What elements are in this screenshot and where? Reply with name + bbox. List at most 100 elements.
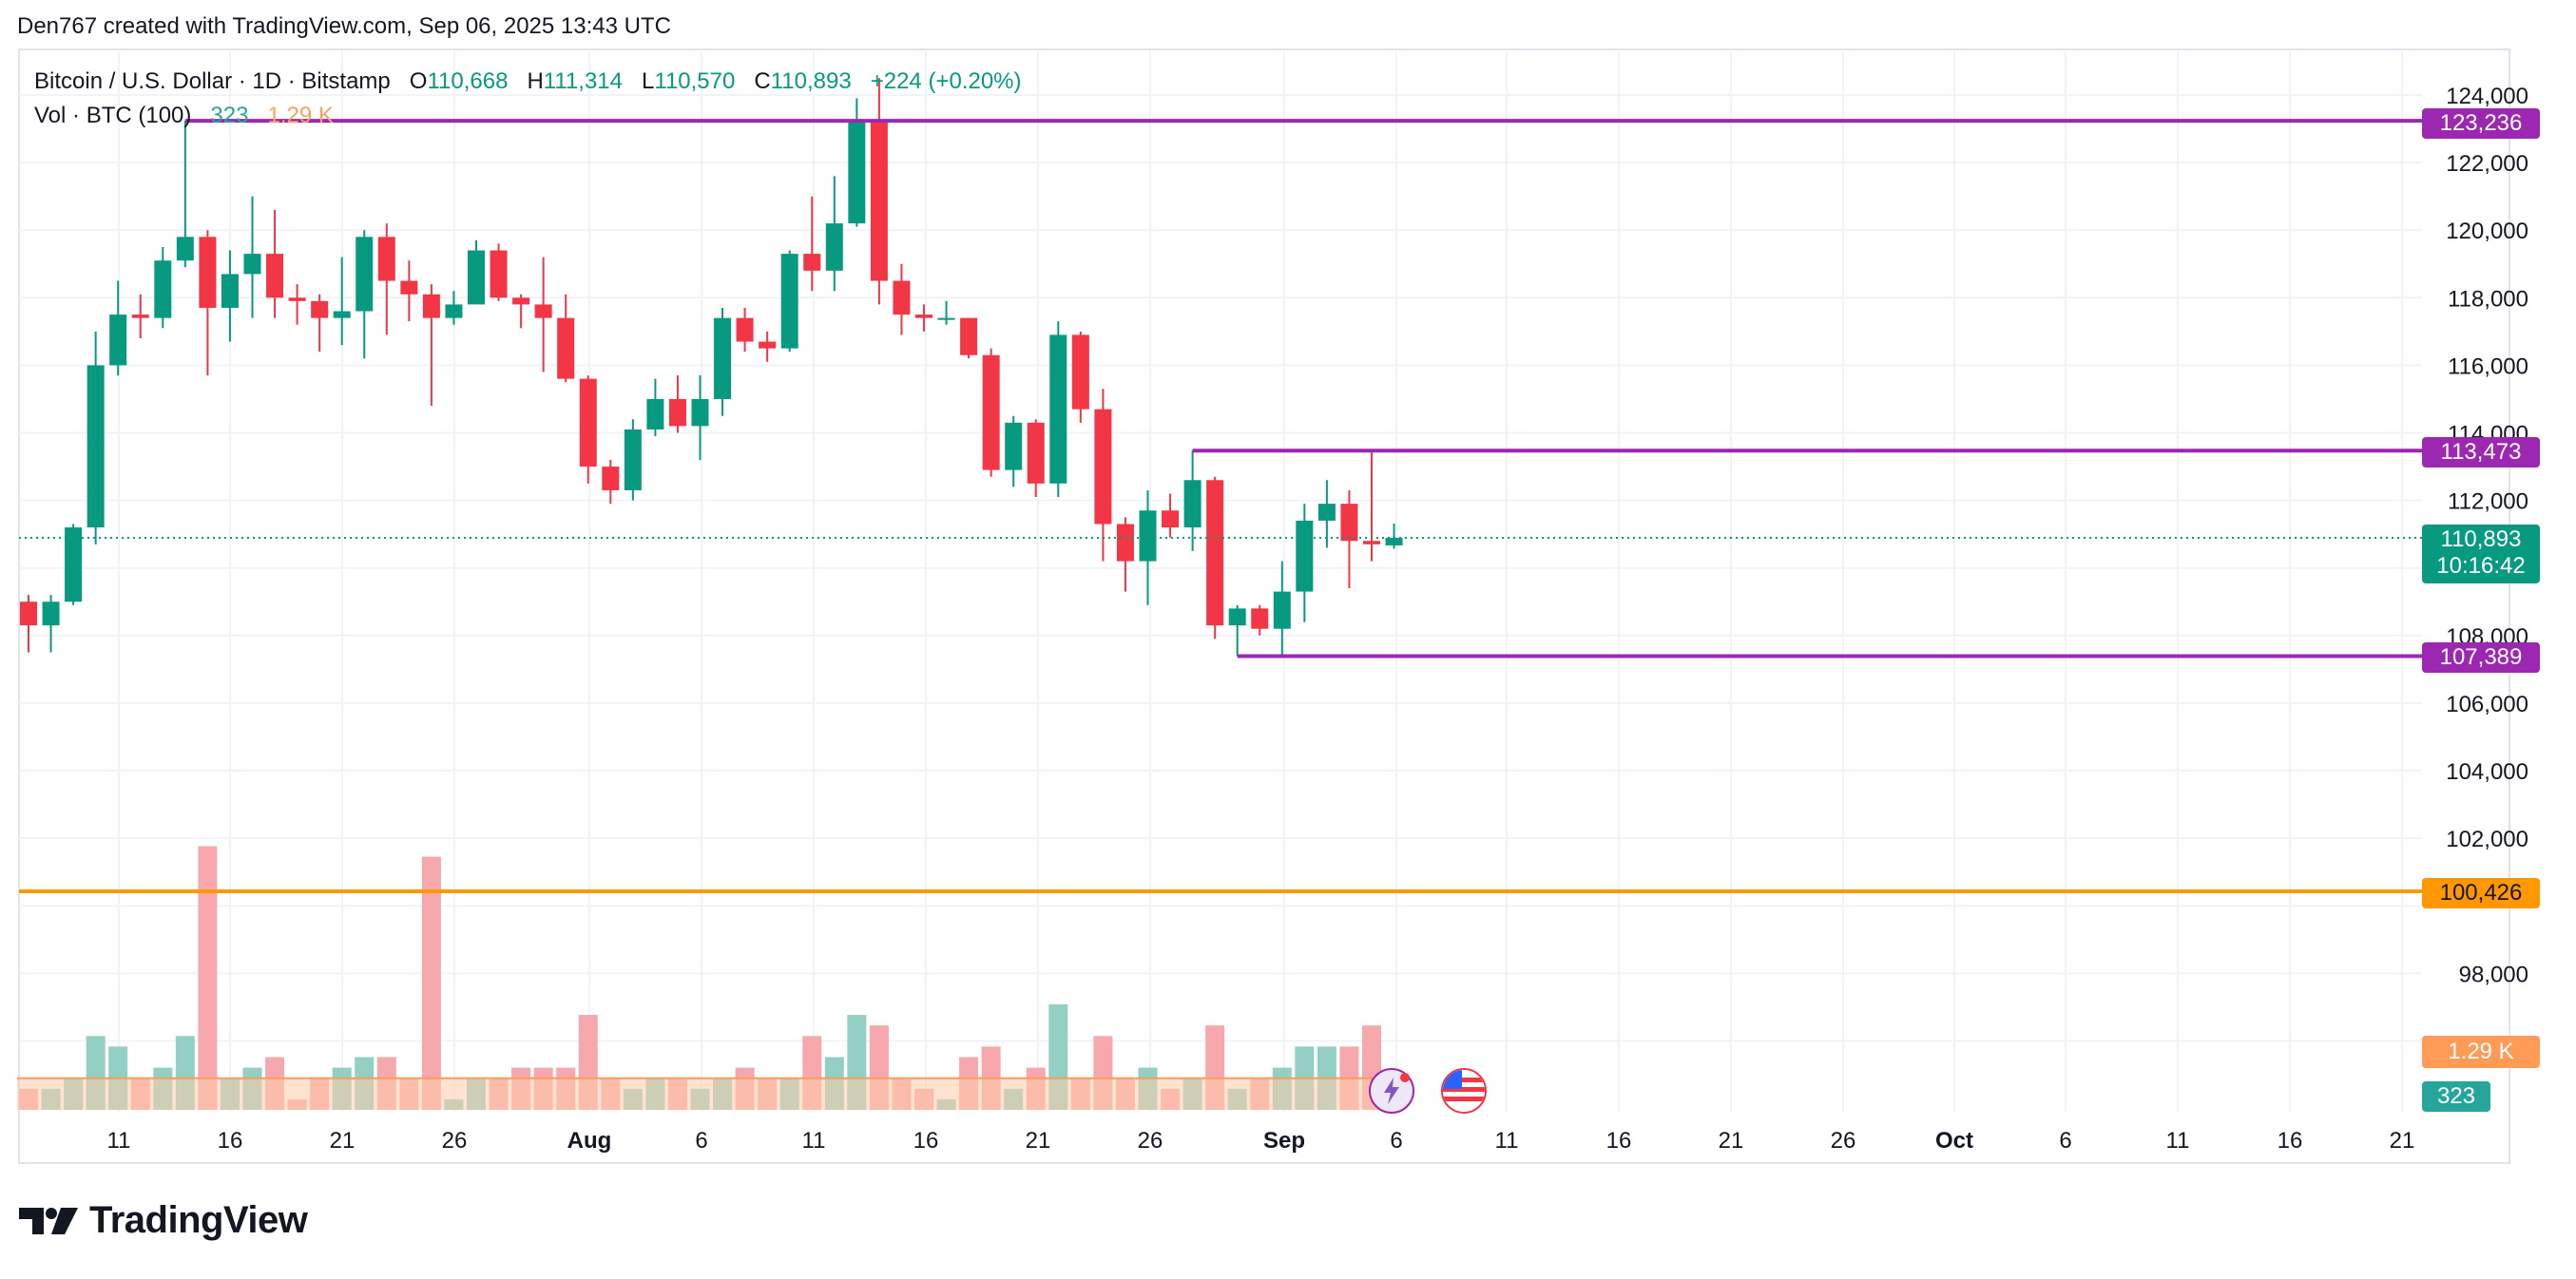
candle-body: [288, 297, 306, 301]
open-value: 110,668: [427, 68, 509, 94]
chart-credit: Den767 created with TradingView.com, Sep…: [17, 13, 671, 39]
candle-body: [1317, 504, 1336, 521]
candle-body: [803, 254, 821, 271]
candle-body: [199, 237, 217, 308]
candle-body: [266, 254, 284, 298]
us-flag-icon: [1443, 1070, 1485, 1112]
candle-body: [490, 250, 508, 298]
candle-body: [870, 122, 888, 281]
open-label: O: [409, 68, 428, 94]
candle-body: [356, 237, 374, 312]
y-tick-label: 124,000: [2446, 84, 2528, 109]
volume-ma-value: 1.29 K: [267, 103, 334, 128]
candle-body: [1027, 422, 1045, 484]
candle-body: [1162, 510, 1180, 528]
x-tick-label: 11: [802, 1128, 826, 1154]
volume-label[interactable]: Vol · BTC (100): [34, 103, 192, 128]
candle-body: [579, 378, 597, 468]
y-tick-label: 106,000: [2446, 692, 2528, 717]
candle-countdown: 10:16:42: [2436, 553, 2526, 579]
ohlc-legend-row: Bitcoin / U.S. Dollar · 1D · Bitstamp O1…: [34, 65, 1022, 99]
candle-body: [1273, 591, 1291, 629]
candle-body: [691, 398, 709, 427]
candle-body: [20, 601, 37, 626]
volume-bar: [198, 846, 218, 1110]
candle-body: [960, 317, 978, 355]
chart-border: [18, 48, 2510, 1164]
x-tick-label: 11: [107, 1128, 131, 1154]
current-price-tag: 110,893 10:16:42: [2422, 525, 2540, 583]
x-tick-label: 21: [2390, 1128, 2415, 1154]
candle-body: [534, 304, 552, 318]
x-tick-label: 26: [442, 1128, 468, 1154]
y-tick-label: 104,000: [2446, 759, 2528, 785]
volume-ma: [17, 1077, 1406, 1110]
x-tick-label: 21: [1719, 1128, 1744, 1154]
tradingview-logo[interactable]: TradingView: [19, 1199, 308, 1242]
y-tick-label: 116,000: [2448, 353, 2528, 379]
level-mid-tag: 113,473: [2422, 437, 2540, 468]
symbol-title[interactable]: Bitcoin / U.S. Dollar · 1D · Bitstamp: [34, 68, 391, 94]
close-label: C: [754, 68, 771, 94]
candle-body: [1116, 524, 1134, 562]
candle-body: [1094, 409, 1112, 525]
candle-body: [825, 223, 843, 271]
volume-legend-row: Vol · BTC (100) 323 1.29 K: [34, 99, 1022, 133]
candle-body: [646, 398, 664, 430]
candle-body: [377, 237, 395, 281]
x-tick-label: 6: [1390, 1128, 1402, 1154]
candle-body: [893, 280, 911, 315]
candle-body: [848, 122, 866, 224]
candle-body: [243, 254, 261, 275]
candle-body: [176, 237, 194, 261]
x-tick-label: 26: [1831, 1128, 1856, 1154]
volume-bars: [19, 846, 1404, 1110]
candle-body: [311, 300, 329, 318]
y-tick-label: 118,000: [2448, 286, 2528, 312]
low-label: L: [642, 68, 655, 94]
candle-body: [780, 254, 798, 349]
horizontal-levels[interactable]: [19, 119, 2422, 894]
close-value: 110,893: [770, 68, 852, 94]
volume-bar: [421, 856, 441, 1110]
y-tick-label: 102,000: [2446, 827, 2528, 852]
candle-body: [1049, 334, 1067, 484]
x-tick-label: 16: [913, 1128, 939, 1154]
level-high-tag: 123,236: [2422, 108, 2540, 139]
candle-body: [65, 527, 83, 602]
y-tick-label: 112,000: [2448, 489, 2528, 515]
lightning-icon: [1384, 1073, 1410, 1104]
current-price-value: 110,893: [2440, 526, 2522, 552]
candle-body: [982, 354, 1000, 470]
x-tick-label: Oct: [1935, 1128, 1973, 1154]
candle-body: [400, 280, 418, 295]
us-flag-event-icon[interactable]: [1441, 1068, 1487, 1114]
y-tick-label: 98,000: [2459, 962, 2528, 987]
x-tick-label: 16: [2278, 1128, 2303, 1154]
tradingview-logo-icon: [19, 1207, 78, 1234]
x-tick-label: 11: [2166, 1128, 2190, 1154]
volume-tag: 323: [2422, 1081, 2490, 1112]
candle-body: [937, 317, 955, 320]
candle-body: [759, 341, 777, 349]
candle-body: [131, 315, 149, 318]
candle-body: [736, 317, 754, 342]
candle-body: [1005, 422, 1023, 470]
candle-body: [557, 317, 575, 379]
lightning-event-icon[interactable]: [1369, 1068, 1414, 1114]
level-low-tag: 107,389: [2422, 642, 2540, 673]
candle-body: [445, 304, 463, 318]
candle-body: [1139, 510, 1157, 562]
candles: [20, 78, 1403, 657]
candle-body: [1071, 334, 1089, 410]
time-axis[interactable]: 11 16 21 26 Aug 6 11 16 21 26 Sep 6 11 16 21 26 Oct 6 11 16…: [107, 1128, 2415, 1154]
x-tick-label: Aug: [567, 1128, 612, 1154]
volume-value: 323: [210, 103, 249, 128]
candle-body: [714, 317, 732, 399]
candle-body: [624, 429, 642, 490]
x-tick-label: 16: [218, 1128, 243, 1154]
candle-body: [668, 398, 686, 427]
high-label: H: [527, 68, 544, 94]
low-value: 110,570: [654, 68, 736, 94]
